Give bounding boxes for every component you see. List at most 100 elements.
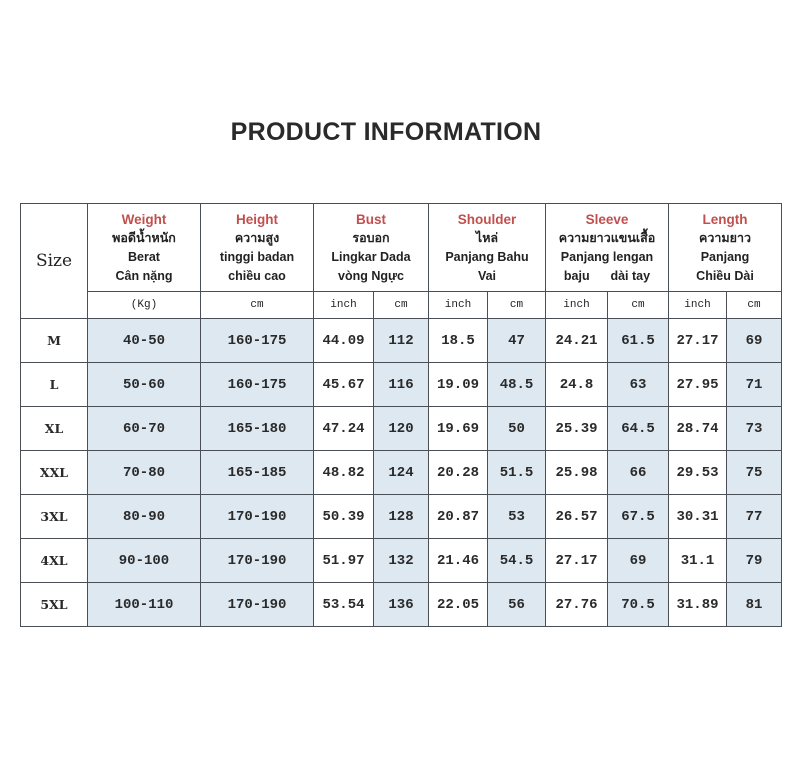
value-cell: 24.8 xyxy=(545,362,608,407)
page-title: PRODUCT INFORMATION xyxy=(230,118,542,146)
value-cell: 22.05 xyxy=(428,582,488,627)
value-cell: 40-50 xyxy=(87,318,201,363)
unit-cell: cm xyxy=(607,291,669,319)
value-cell: 56 xyxy=(487,582,546,627)
column-header-bust: Bust รอบอก Lingkar Dada vòng Ngực xyxy=(313,203,429,292)
table-row: M 40-50 160-175 44.09 112 18.5 47 24.21 61.5 27.1… xyxy=(20,318,782,363)
size-cell: 4XL xyxy=(20,538,88,583)
unit-cell: cm xyxy=(487,291,546,319)
value-cell: 54.5 xyxy=(487,538,546,583)
header-line: ความยาว xyxy=(698,230,751,245)
header-line: Vai xyxy=(477,268,497,283)
value-cell: 44.09 xyxy=(313,318,374,363)
table-row: XL 60-70 165-180 47.24 120 19.69 50 25.39 64.5 28… xyxy=(20,406,782,451)
value-cell: 81 xyxy=(726,582,782,627)
value-cell: 77 xyxy=(726,494,782,539)
header-en: Weight xyxy=(121,211,167,227)
header-line: chiều cao xyxy=(228,268,286,283)
value-cell: 160-175 xyxy=(200,318,314,363)
value-cell: 20.28 xyxy=(428,450,488,495)
value-cell: 25.39 xyxy=(545,406,608,451)
header-line: ความยาวแขนเสื้อ xyxy=(558,230,656,245)
value-cell: 170-190 xyxy=(200,582,314,627)
value-cell: 61.5 xyxy=(607,318,669,363)
value-cell: 50-60 xyxy=(87,362,201,407)
value-cell: 120 xyxy=(373,406,429,451)
value-cell: 26.57 xyxy=(545,494,608,539)
header-line: baju dài tay xyxy=(563,268,651,283)
value-cell: 21.46 xyxy=(428,538,488,583)
value-cell: 25.98 xyxy=(545,450,608,495)
value-cell: 132 xyxy=(373,538,429,583)
value-cell: 27.95 xyxy=(668,362,727,407)
size-cell: M xyxy=(20,318,88,363)
value-cell: 69 xyxy=(726,318,782,363)
column-header-sleeve: Sleeve ความยาวแขนเสื้อ Panjang lengan baju … xyxy=(545,203,669,292)
value-cell: 80-90 xyxy=(87,494,201,539)
value-cell: 30.31 xyxy=(668,494,727,539)
value-cell: 71 xyxy=(726,362,782,407)
unit-cell: inch xyxy=(545,291,608,319)
value-cell: 27.17 xyxy=(668,318,727,363)
value-cell: 70-80 xyxy=(87,450,201,495)
value-cell: 128 xyxy=(373,494,429,539)
value-cell: 53.54 xyxy=(313,582,374,627)
value-cell: 136 xyxy=(373,582,429,627)
value-cell: 50.39 xyxy=(313,494,374,539)
header-line: รอบอก xyxy=(352,230,390,245)
header-line: Panjang xyxy=(700,249,750,264)
value-cell: 160-175 xyxy=(200,362,314,407)
unit-cell: inch xyxy=(428,291,488,319)
header-line: tinggi badan xyxy=(219,249,295,264)
value-cell: 64.5 xyxy=(607,406,669,451)
value-cell: 31.1 xyxy=(668,538,727,583)
value-cell: 45.67 xyxy=(313,362,374,407)
value-cell: 165-185 xyxy=(200,450,314,495)
value-cell: 70.5 xyxy=(607,582,669,627)
header-line: ความสูง xyxy=(234,230,280,245)
value-cell: 18.5 xyxy=(428,318,488,363)
size-header: Size xyxy=(20,203,88,319)
value-cell: 66 xyxy=(607,450,669,495)
value-cell: 48.5 xyxy=(487,362,546,407)
table-row: 5XL 100-110 170-190 53.54 136 22.05 56 27.76 70.… xyxy=(20,582,782,627)
table-row: XXL 70-80 165-185 48.82 124 20.28 51.5 25.98 66 2… xyxy=(20,450,782,495)
header-row: Size Weight พอดีน้ำหนัก Berat Cân nặng Heigh… xyxy=(20,203,782,319)
unit-cell: cm xyxy=(726,291,782,319)
value-cell: 75 xyxy=(726,450,782,495)
value-cell: 124 xyxy=(373,450,429,495)
size-cell: XXL xyxy=(20,450,88,495)
value-cell: 27.17 xyxy=(545,538,608,583)
value-cell: 48.82 xyxy=(313,450,374,495)
size-cell: XL xyxy=(20,406,88,451)
column-header-shoulder: Shoulder ไหล่ Panjang Bahu Vai xyxy=(428,203,546,292)
unit-cell: (Kg) xyxy=(87,291,201,319)
value-cell: 170-190 xyxy=(200,538,314,583)
unit-cell: inch xyxy=(313,291,374,319)
value-cell: 47 xyxy=(487,318,546,363)
value-cell: 100-110 xyxy=(87,582,201,627)
header-line: vòng Ngực xyxy=(338,268,404,283)
header-en: Sleeve xyxy=(585,211,629,227)
value-cell: 116 xyxy=(373,362,429,407)
value-cell: 90-100 xyxy=(87,538,201,583)
header-en: Length xyxy=(702,211,748,227)
header-en: Shoulder xyxy=(457,211,517,227)
header-line: Lingkar Dada xyxy=(331,249,411,264)
column-header-height: Height ความสูง tinggi badan chiều cao xyxy=(200,203,314,292)
value-cell: 112 xyxy=(373,318,429,363)
unit-cell: cm xyxy=(373,291,429,319)
value-cell: 19.69 xyxy=(428,406,488,451)
value-cell: 79 xyxy=(726,538,782,583)
size-chart-table: Size Weight พอดีน้ำหนัก Berat Cân nặng Heigh… xyxy=(20,203,782,627)
value-cell: 20.87 xyxy=(428,494,488,539)
value-cell: 51.5 xyxy=(487,450,546,495)
column-header-weight: Weight พอดีน้ำหนัก Berat Cân nặng xyxy=(87,203,201,292)
value-cell: 165-180 xyxy=(200,406,314,451)
header-line: Panjang lengan xyxy=(560,249,654,264)
size-cell: L xyxy=(20,362,88,407)
value-cell: 50 xyxy=(487,406,546,451)
header-line: Panjang Bahu xyxy=(445,249,529,264)
value-cell: 51.97 xyxy=(313,538,374,583)
header-line: Chiều Dài xyxy=(696,268,754,283)
